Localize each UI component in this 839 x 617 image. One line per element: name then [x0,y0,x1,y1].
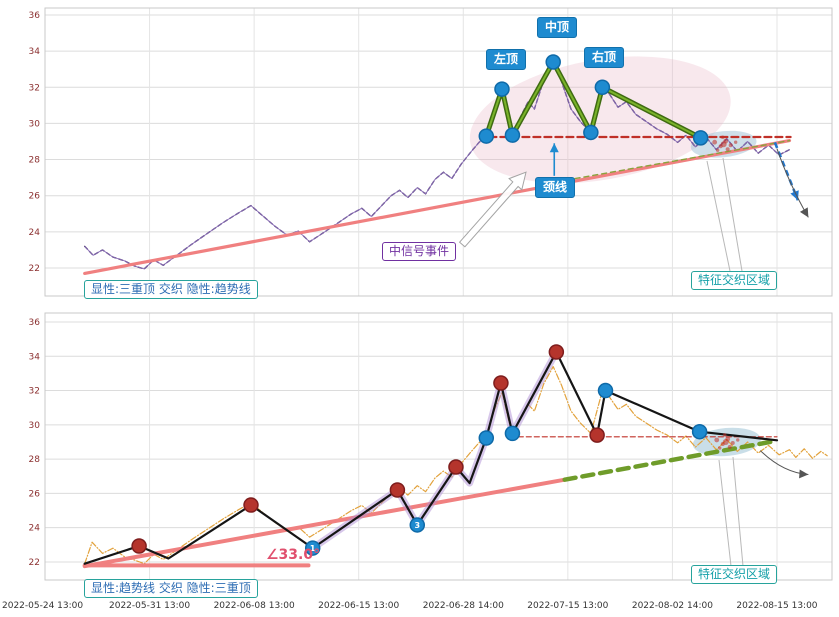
label-feature-zone-bottom: 特征交织区域 [691,565,778,584]
zigzag-line [83,350,779,565]
y-tick-label: 34 [29,47,41,57]
top-chart: 22 24 26 28 30 32 34 36 [29,7,833,297]
arrowhead [799,207,809,218]
y-tick-label: 22 [29,264,40,274]
y-tick-label: 34 [29,352,41,362]
y-tick-label: 36 [29,11,41,21]
arrowhead [799,469,809,479]
pivot-blue-marker [583,124,599,141]
label-feature-zone-top: 特征交织区域 [691,271,778,290]
label-right-top: 右顶 [584,47,625,68]
pivot-blue-marker [545,54,561,70]
label-left-top: 左顶 [486,49,527,70]
highlight-ellipse [469,56,731,184]
pivot-low-marker [504,425,521,442]
pivot-high-marker [243,497,259,513]
scribble-dot [720,135,725,139]
arrowhead [549,143,559,153]
curve-arrow [776,148,809,218]
label-pattern-bottom: 显性:趋势线 交织 隐性:三重顶 [84,579,258,598]
y-tick-label: 32 [29,83,40,93]
pivot-high-marker [548,344,565,360]
x-tick-label: 2022-05-24 13:00 [2,601,83,611]
plot-border [44,7,833,297]
scribble-dot [727,444,732,449]
x-tick-label: 2022-05-31 13:00 [109,601,190,611]
bottom-chart: 22 24 26 28 30 32 34 36 2022-05-24 13:00 2022-05-… [2,312,833,611]
scribble-dot [725,147,730,152]
scribble-dot [723,433,727,437]
pivot-high-marker [131,538,147,554]
y-tick-label: 30 [29,421,41,431]
x-tick-label: 2022-08-15 13:00 [736,601,817,611]
pivot-blue-marker [692,130,709,146]
scribble-dot [718,446,722,450]
scribble-dot [720,141,727,148]
pivot-high-marker [448,459,464,475]
y-tick-label: 24 [29,228,41,238]
trend-line [82,477,567,569]
pivot-high-marker [493,375,509,391]
leader-line [706,160,731,272]
scribble-dot [722,438,729,445]
label-angle: ∠33.0° [266,547,321,563]
x-tick-label: 2022-07-15 13:00 [527,601,608,611]
y-tick-label: 36 [29,318,41,328]
arrowhead [790,190,799,201]
leader-line [722,157,743,272]
x-tick-label: 2022-06-28 14:00 [423,601,504,611]
y-tick-label: 28 [29,156,41,166]
y-tick-label: 26 [29,192,41,202]
label-mid-top: 中顶 [537,17,578,38]
scribble-dot [736,438,740,442]
marker-label: 3 [414,521,420,530]
scribble-dot [712,139,718,145]
scribble-dot [728,143,733,148]
scribble-dot [730,440,735,445]
scribble-dot [733,140,738,144]
scribble-dot [714,437,720,443]
x-tick-label: 2022-08-02 14:00 [632,601,713,611]
pivot-low-marker [304,540,321,556]
pivot-low-marker [478,430,495,446]
leader-line [732,456,744,567]
pivot-low-marker [691,423,708,440]
leader-line [718,459,732,567]
plot-border [44,312,833,581]
pivot-high-marker [589,427,605,443]
pivot-blue-marker [594,79,611,96]
y-tick-label: 26 [29,489,41,499]
label-pattern-top: 显性:三重顶 交织 隐性:趋势线 [84,280,258,299]
y-tick-label: 32 [29,387,40,397]
hollow-arrow [458,171,527,248]
hidden-trend-line [538,139,791,186]
y-tick-label: 28 [29,455,41,465]
x-tick-label: 2022-06-15 13:00 [318,601,399,611]
label-signal-event: 中信号事件 [382,242,457,261]
y-tick-label: 30 [29,119,41,129]
y-tick-label: 24 [29,524,41,534]
x-tick-label: 2022-06-08 13:00 [214,601,295,611]
pivot-blue-marker [504,127,521,143]
pivot-low-marker [597,382,614,399]
trend-extension-line [562,438,778,482]
label-neckline: 颈线 [535,177,576,198]
pivot-high-marker [389,482,406,498]
pivot-blue-marker [478,128,495,144]
price-line [84,365,828,565]
marker-label: 1 [310,544,316,553]
scribble-dot [715,148,720,152]
pivot-blue-marker [494,81,510,97]
pivot-low-marker [409,517,426,533]
y-tick-label: 22 [29,558,40,568]
trend-line [83,139,792,275]
